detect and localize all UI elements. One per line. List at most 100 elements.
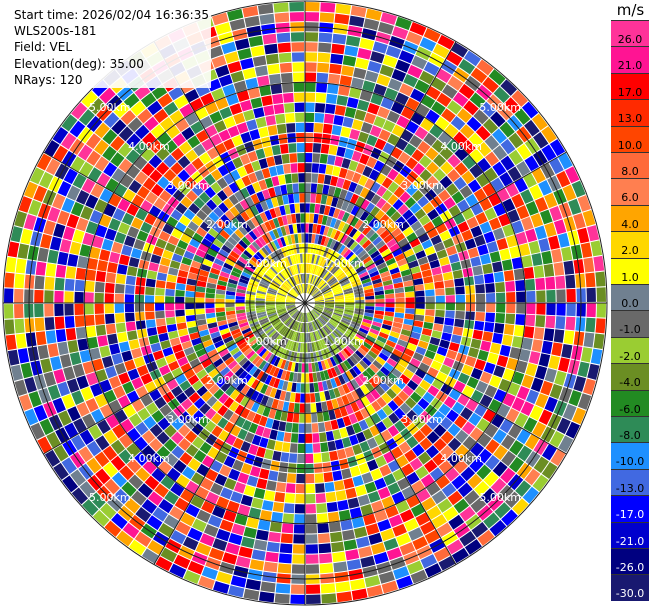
- range-gate: [275, 300, 285, 302]
- range-gate: [53, 462, 69, 480]
- range-gate: [30, 167, 45, 185]
- range-gate: [290, 584, 305, 594]
- range-gate: [565, 274, 576, 289]
- range-gate: [145, 402, 159, 415]
- colorbar-tick-label: 2.0: [621, 244, 639, 258]
- range-gate: [320, 284, 329, 292]
- range-gate: [582, 378, 596, 395]
- range-gate: [297, 253, 301, 264]
- range-gate: [85, 269, 97, 281]
- range-gate: [319, 553, 333, 564]
- range-gate: [414, 284, 425, 292]
- range-gate: [360, 395, 371, 407]
- range-gate: [24, 376, 37, 393]
- range-gate: [263, 105, 275, 116]
- range-gate: [375, 298, 385, 303]
- range-gate: [294, 264, 299, 274]
- range-gate: [124, 294, 135, 303]
- range-gate: [325, 164, 334, 175]
- range-gate: [120, 174, 134, 188]
- range-gate: [357, 330, 367, 338]
- range-gate: [556, 303, 566, 316]
- range-gate: [391, 491, 406, 505]
- range-gate: [384, 87, 398, 101]
- range-gate: [59, 239, 72, 253]
- range-gate: [359, 359, 369, 370]
- range-gate: [379, 381, 390, 392]
- range-gate: [250, 45, 265, 57]
- range-gate: [382, 55, 398, 68]
- range-gate: [294, 275, 299, 285]
- range-gate: [507, 382, 521, 396]
- range-gate: [434, 316, 445, 325]
- range-gate: [291, 331, 296, 341]
- range-gate: [99, 188, 113, 203]
- range-gate: [296, 264, 301, 274]
- range-gate: [396, 115, 410, 129]
- range-gate: [277, 324, 285, 333]
- range-gate: [232, 331, 243, 340]
- range-gate: [170, 530, 187, 545]
- range-gate: [323, 370, 330, 380]
- range-gate: [412, 162, 426, 176]
- range-gate: [525, 314, 536, 327]
- range-gate: [155, 238, 167, 249]
- ring-label: 5.00km: [479, 491, 521, 504]
- range-gate: [330, 228, 338, 239]
- range-gate: [387, 335, 399, 344]
- range-gate: [318, 32, 333, 43]
- range-gate: [324, 272, 332, 281]
- range-gate: [411, 189, 424, 202]
- range-gate: [499, 248, 511, 261]
- range-gate: [265, 306, 276, 310]
- range-gate: [183, 386, 196, 398]
- range-gate: [319, 391, 326, 402]
- range-gate: [476, 173, 490, 188]
- range-gate: [285, 318, 293, 326]
- range-gate: [344, 446, 355, 458]
- range-gate: [268, 470, 279, 481]
- range-gate: [218, 74, 233, 87]
- range-gate: [147, 100, 163, 116]
- range-gate: [421, 497, 437, 511]
- range-gate: [319, 563, 334, 574]
- range-gate: [250, 193, 260, 205]
- range-gate: [169, 337, 181, 347]
- range-gate: [125, 284, 135, 295]
- ring-label: 2.00km: [206, 218, 248, 231]
- range-gate: [85, 133, 101, 150]
- range-gate: [297, 163, 305, 173]
- range-gate: [225, 93, 239, 106]
- range-gate: [263, 325, 273, 332]
- range-gate: [377, 519, 392, 532]
- range-gate: [145, 278, 156, 288]
- range-gate: [344, 148, 354, 160]
- range-gate: [264, 385, 273, 397]
- range-gate: [71, 487, 89, 505]
- range-gate: [267, 310, 277, 316]
- range-gate: [54, 316, 65, 330]
- range-gate: [338, 323, 348, 330]
- range-gate: [425, 85, 441, 100]
- range-gate: [279, 390, 287, 401]
- range-gate: [427, 252, 438, 263]
- range-gate: [425, 147, 439, 161]
- range-gate: [237, 285, 247, 291]
- range-gate: [427, 366, 439, 378]
- range-gate: [146, 515, 163, 531]
- range-gate: [470, 389, 484, 403]
- range-gate: [197, 324, 208, 332]
- range-gate: [373, 160, 385, 172]
- range-gate: [94, 281, 105, 293]
- range-gate: [317, 381, 324, 392]
- range-gate: [164, 424, 177, 438]
- range-gate: [423, 276, 434, 284]
- colorbar-tick-label: -4.0: [619, 376, 641, 390]
- range-gate: [301, 312, 304, 322]
- range-gate: [345, 303, 355, 306]
- range-gate: [511, 90, 528, 107]
- ring-label: 3.00km: [401, 413, 443, 426]
- range-gate: [103, 389, 117, 404]
- range-gate: [52, 126, 69, 145]
- range-gate: [246, 184, 256, 196]
